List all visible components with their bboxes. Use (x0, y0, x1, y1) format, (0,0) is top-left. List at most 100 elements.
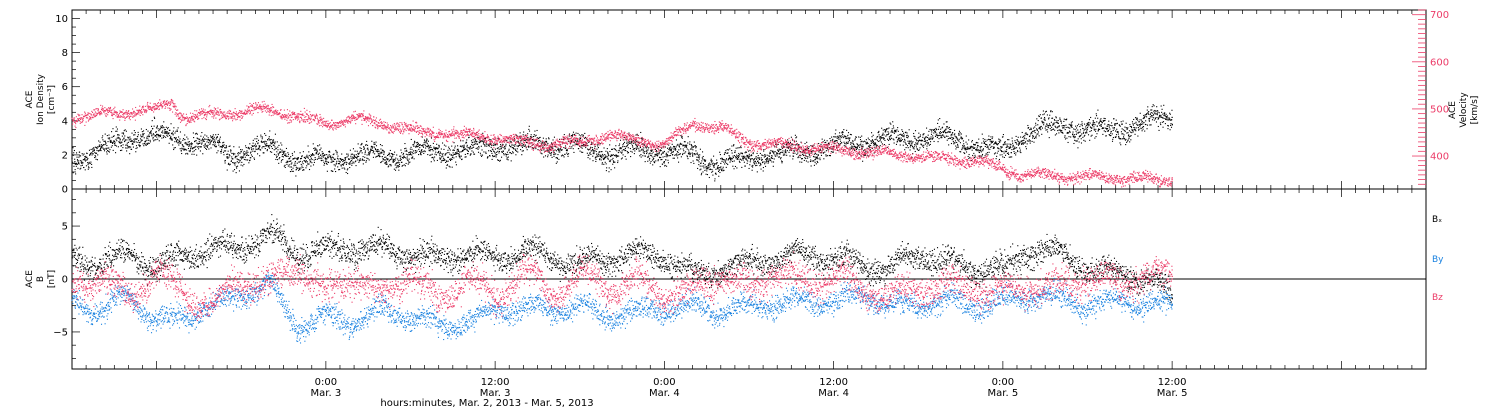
density-series-sample (335, 149, 337, 151)
density-series-sample (471, 147, 473, 149)
density-series-sample (354, 161, 356, 163)
density-series-sample (849, 148, 851, 150)
density-series-sample (787, 142, 789, 144)
density-series-sample (909, 149, 911, 151)
density-series-sample (865, 143, 867, 145)
density-series-sample (244, 156, 246, 158)
density-series-sample (567, 153, 569, 155)
density-series-sample (403, 156, 406, 158)
density-series-sample (620, 148, 622, 150)
density-series-sample (381, 145, 383, 147)
density-series-sample (673, 146, 675, 148)
density-series-sample (773, 151, 775, 153)
density-series-sample (1016, 139, 1018, 141)
density-series-sample (903, 138, 906, 140)
density-series-sample (131, 148, 133, 150)
density-series-sample (1108, 126, 1110, 128)
density-series-sample (303, 160, 305, 162)
density-series-sample (325, 158, 327, 160)
density-series-sample (839, 143, 841, 145)
density-series-sample (820, 154, 823, 156)
density-series-sample (670, 146, 672, 148)
density-series-sample (636, 145, 638, 147)
density-series-sample (414, 152, 416, 154)
density-series-sample (757, 157, 759, 159)
density-series-sample (548, 138, 550, 140)
density-series-sample (671, 151, 673, 153)
density-series-sample (296, 157, 298, 159)
density-series-sample (1093, 128, 1095, 130)
density-series-sample (557, 147, 559, 149)
density-series-sample (177, 127, 179, 129)
density-series-sample (862, 160, 864, 162)
density-series-sample (942, 131, 944, 133)
density-series-sample (1047, 126, 1049, 128)
density-series-sample (970, 160, 973, 162)
density-series-sample (192, 147, 194, 149)
density-series-sample (906, 136, 908, 138)
density-series-sample (622, 144, 624, 146)
density-series-sample (474, 138, 476, 140)
density-series-sample (817, 158, 819, 160)
density-series-sample (225, 145, 227, 147)
density-series-sample (323, 162, 326, 165)
density-series-sample (689, 141, 691, 143)
density-series-sample (709, 168, 712, 170)
density-series-sample (85, 157, 87, 159)
density-series-sample (938, 132, 941, 134)
density-series-sample (1096, 133, 1098, 135)
density-series-sample (113, 140, 115, 142)
density-series-sample (288, 164, 290, 166)
density-series-sample (159, 128, 161, 130)
density-series-sample (275, 154, 277, 156)
density-series-sample (461, 150, 463, 152)
density-series-sample (791, 149, 793, 152)
density-series-sample (1059, 120, 1062, 122)
density-series-sample (1124, 129, 1126, 131)
density-series-sample (618, 149, 620, 151)
density-series-sample (716, 162, 718, 164)
density-series-sample (646, 152, 648, 155)
density-series-sample (737, 156, 740, 158)
density-series-sample (176, 141, 178, 143)
density-series-sample (1095, 136, 1097, 138)
density-series-sample (873, 144, 875, 146)
density-series-sample (237, 165, 239, 167)
density-series-sample (706, 170, 708, 172)
density-series-sample (508, 150, 510, 152)
density-series-sample (633, 148, 635, 150)
density-series-sample (90, 148, 92, 151)
density-series-sample (248, 162, 250, 164)
density-series-sample (80, 161, 82, 163)
density-series-sample (987, 145, 989, 147)
density-series-sample (548, 151, 550, 153)
density-series-sample (1086, 129, 1088, 131)
density-series-sample (937, 128, 940, 130)
density-series-sample (544, 155, 547, 157)
density-series-sample (821, 138, 823, 140)
density-series-sample (1103, 127, 1105, 129)
density-series-sample (287, 165, 289, 167)
density-series-sample (389, 159, 391, 161)
density-series-sample (95, 158, 97, 160)
density-series-sample (742, 156, 744, 158)
density-series-sample (945, 126, 948, 128)
density-series-sample (1003, 156, 1005, 159)
density-series-sample (841, 142, 843, 144)
density-series-sample (102, 147, 104, 149)
density-series-sample (405, 157, 407, 159)
density-series-sample (663, 161, 665, 163)
density-series-sample (1028, 139, 1030, 141)
density-series-sample (1038, 115, 1040, 118)
density-series-sample (375, 150, 377, 152)
density-series-sample (1032, 136, 1034, 138)
density-series-sample (119, 149, 122, 152)
density-series-sample (230, 151, 232, 153)
density-series-sample (327, 157, 329, 159)
density-series-sample (1092, 122, 1094, 124)
density-series-sample (72, 161, 74, 163)
density-series-sample (446, 164, 449, 166)
density-series-sample (946, 132, 948, 134)
density-series-sample (956, 141, 958, 144)
density-series-sample (1029, 135, 1031, 137)
